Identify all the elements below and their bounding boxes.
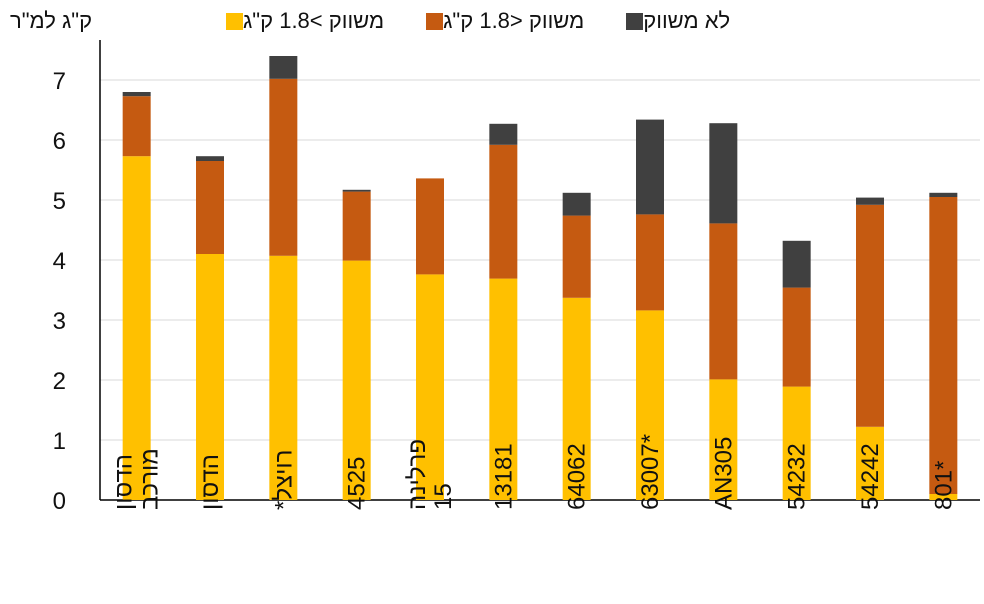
x-tick-label-group: 13181 [490, 443, 517, 510]
y-tick-label: 3 [53, 308, 66, 335]
bar-segment-s1-c3 [342, 191, 371, 261]
y-tick-label: 0 [53, 488, 66, 515]
bar-segment-s1-c1 [196, 161, 224, 254]
legend-label-marketed-small: משווק <1.8 ק"ג [443, 8, 585, 33]
bar-segment-s2-c8 [709, 123, 738, 224]
y-tick-label: 2 [53, 368, 66, 395]
x-tick-label: 54232 [784, 443, 811, 510]
legend-swatch-marketed-small [426, 12, 444, 30]
y-tick-label: 7 [53, 68, 66, 95]
legend: משווק >1.8 ק"ג משווק <1.8 ק"ג לא משווק [218, 6, 764, 36]
legend-swatch-marketed-large [226, 12, 243, 30]
legend-label-marketed-large: משווק >1.8 ק"ג [243, 8, 385, 33]
legend-item-not-marketed: לא משווק [618, 8, 730, 34]
x-tick-label-group: הדסוןמורכב [111, 448, 164, 510]
bar-segment-s2-c3 [342, 189, 371, 192]
bar-segment-s0-c11 [929, 494, 958, 500]
x-tick-label: 13181 [490, 443, 517, 510]
bar-segment-s0-c6 [562, 297, 591, 500]
x-tick-label-group: AN305 [710, 437, 737, 510]
x-tick-label-group: הדסון [197, 454, 224, 510]
bar-segment-s1-c10 [856, 204, 884, 427]
x-tick-label-group: 54232 [784, 443, 811, 510]
bar-segment-s2-c2 [269, 56, 298, 79]
bar-segment-s1-c0 [122, 96, 151, 157]
bar-segment-s0-c9 [782, 386, 811, 500]
legend-label-not-marketed: לא משווק [643, 8, 731, 33]
bar-segment-s2-c11 [929, 192, 958, 197]
x-tick-label: AN305 [710, 437, 737, 510]
bar-segment-s1-c6 [562, 215, 591, 298]
bar-segment-s0-c0 [122, 156, 151, 500]
bar-segment-s1-c11 [929, 197, 958, 494]
x-tick-label: 4525 [344, 457, 371, 510]
x-tick-label: הדסוןמורכב [111, 448, 164, 510]
legend-item-marketed-large: משווק >1.8 ק"ג [218, 8, 384, 34]
bar-segment-s0-c8 [709, 379, 738, 500]
x-tick-label: הדסון [197, 454, 224, 510]
bar-segment-s2-c0 [122, 92, 151, 97]
x-tick-label-group: 64062 [564, 443, 591, 510]
x-tick-label-group: 801* [930, 461, 957, 510]
x-tick-label-group: 54242 [857, 443, 884, 510]
x-tick-label: 64062 [564, 443, 591, 510]
bar-segment-s1-c4 [416, 178, 444, 275]
bar-segment-s0-c2 [269, 255, 298, 500]
bar-segment-s2-c5 [489, 123, 518, 145]
x-tick-label-group: רויצל* [270, 450, 297, 510]
bar-segment-s2-c1 [196, 156, 224, 161]
y-axis-title: ק"ג למ"ר [10, 8, 93, 33]
bar-segment-s0-c3 [342, 260, 371, 500]
x-tick-label: 54242 [857, 443, 884, 510]
x-tick-label-group: 63007* [637, 434, 664, 510]
legend-item-marketed-small: משווק <1.8 ק"ג [418, 8, 584, 34]
bar-segment-s2-c10 [856, 197, 884, 205]
x-tick-label-group: 4525 [344, 457, 371, 510]
bar-segment-s1-c7 [636, 214, 664, 311]
y-tick-label: 1 [53, 428, 66, 455]
bar-segment-s2-c6 [562, 192, 591, 216]
bar-segment-s0-c1 [196, 254, 224, 500]
bar-segment-s0-c10 [856, 426, 884, 500]
bar-segment-s1-c9 [782, 287, 811, 387]
y-tick-label: 6 [53, 128, 66, 155]
bar-segment-s0-c5 [489, 278, 518, 500]
x-tick-label: פרלינה15 [404, 439, 457, 510]
x-tick-label: 63007* [637, 434, 664, 510]
x-tick-label: רויצל* [270, 450, 297, 510]
y-tick-label: 4 [53, 248, 66, 275]
bar-segment-s0-c7 [636, 310, 664, 500]
x-tick-label-group: פרלינה15 [404, 439, 457, 510]
bar-segment-s1-c2 [269, 78, 298, 256]
bar-segment-s2-c9 [782, 240, 811, 288]
bar-segment-s0-c4 [416, 274, 444, 500]
legend-swatch-not-marketed [626, 12, 644, 30]
x-tick-label: 801* [930, 461, 957, 510]
y-tick-label: 5 [53, 188, 66, 215]
bar-segment-s1-c8 [709, 223, 738, 380]
bar-segment-s1-c5 [489, 144, 518, 279]
bar-segment-s2-c7 [636, 119, 664, 215]
